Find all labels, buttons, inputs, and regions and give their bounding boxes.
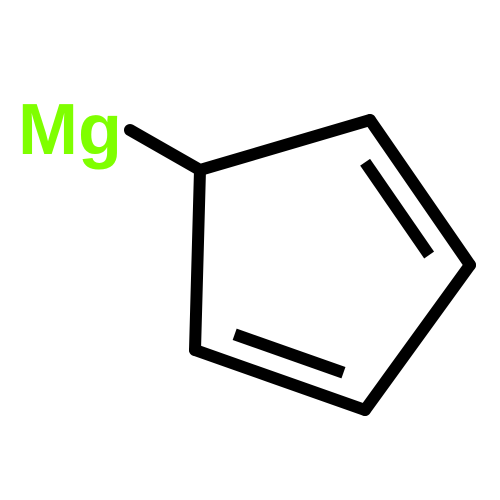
bond-line [200, 120, 370, 170]
bond-line [130, 130, 200, 170]
mg-atom-label: Mg [18, 90, 122, 170]
bond-line [195, 350, 365, 410]
bond-line [365, 265, 470, 410]
bond-line [195, 170, 200, 350]
bonds-group [130, 120, 470, 410]
molecule-diagram: Mg [0, 0, 500, 500]
bond-line [365, 162, 429, 255]
